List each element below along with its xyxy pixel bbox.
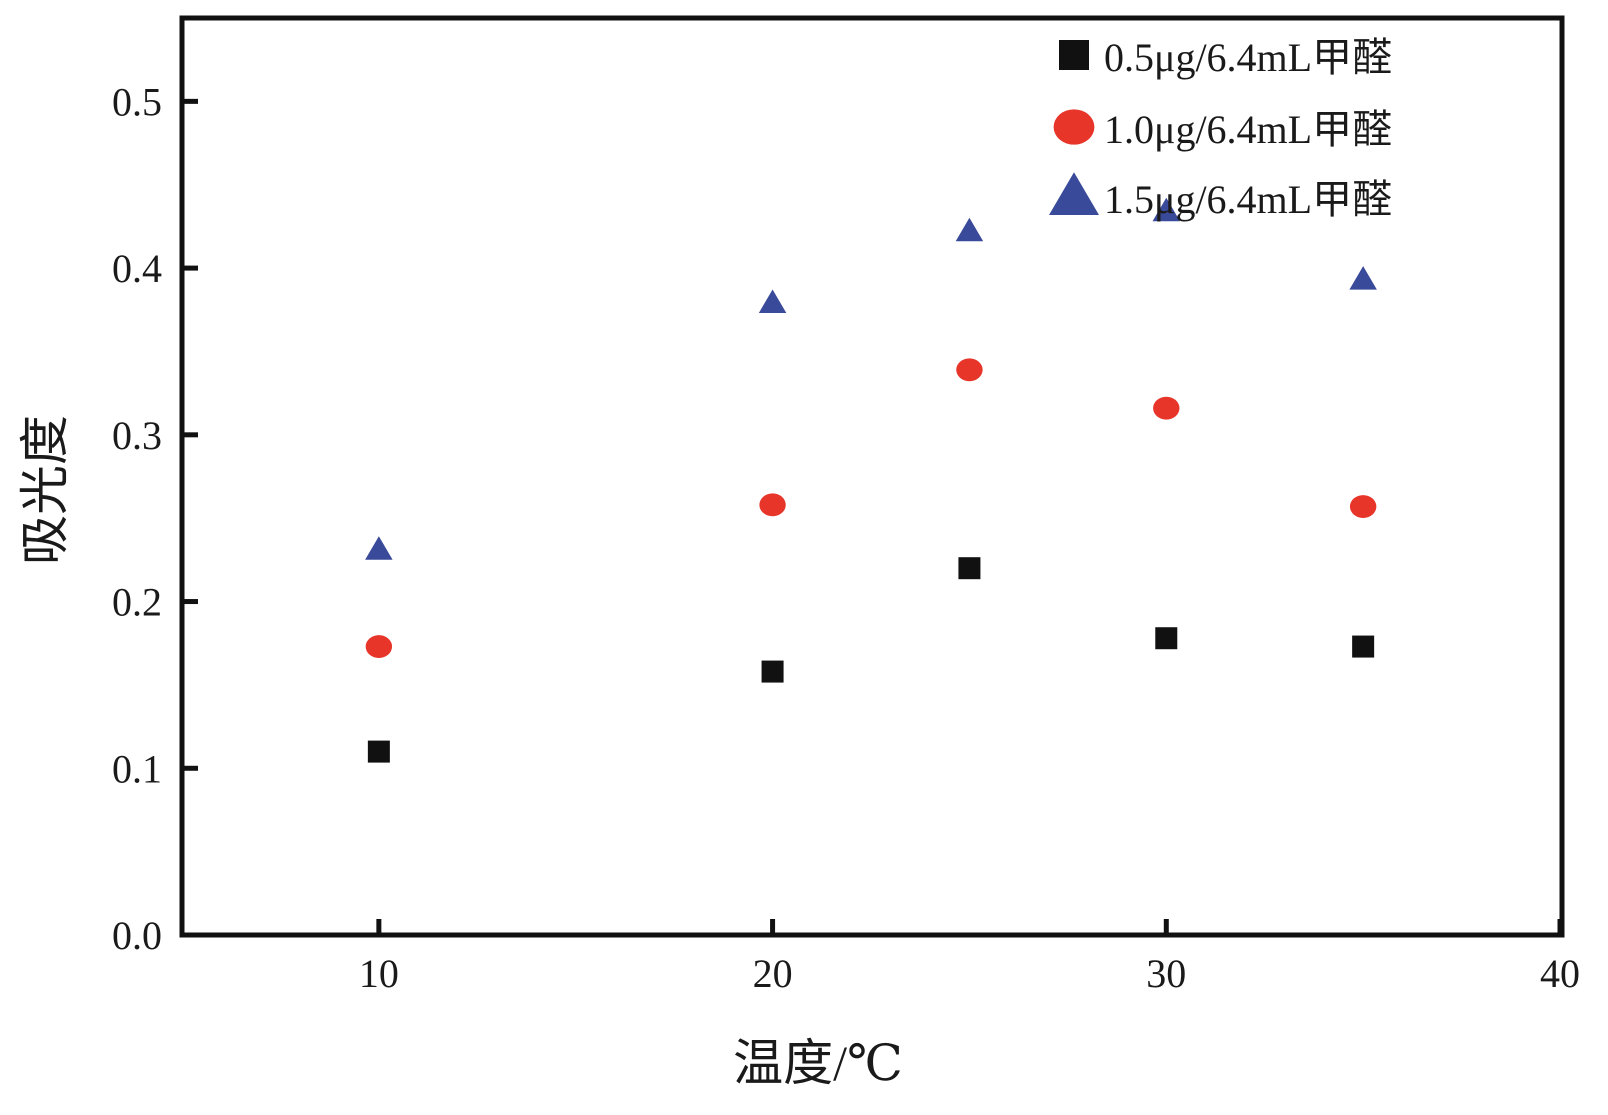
data-point-triangle — [365, 536, 393, 560]
legend-marker-square — [1059, 40, 1089, 70]
legend-label: 1.5μg/6.4mL甲醛 — [1104, 177, 1392, 222]
data-point-square — [367, 740, 390, 763]
legend-marker-circle — [1053, 109, 1095, 145]
data-point-square — [1352, 635, 1375, 658]
x-tick-label: 10 — [359, 951, 399, 996]
data-point-circle — [1153, 396, 1180, 420]
y-axis-title: 吸光度 — [17, 415, 73, 565]
y-tick-label: 0.5 — [112, 79, 162, 124]
y-tick-label: 0.2 — [112, 580, 162, 625]
data-point-triangle — [758, 289, 787, 314]
y-tick-label: 0.4 — [112, 246, 162, 291]
data-point-triangle — [1349, 266, 1377, 290]
x-tick-label: 20 — [753, 951, 793, 996]
y-tick-label: 0.0 — [112, 913, 162, 958]
x-tick-label: 40 — [1540, 951, 1580, 996]
legend-label: 1.0μg/6.4mL甲醛 — [1104, 107, 1392, 152]
data-point-circle — [1349, 495, 1377, 518]
data-point-square — [958, 557, 981, 580]
x-tick-label: 30 — [1146, 951, 1186, 996]
data-points — [365, 197, 1377, 763]
legend-marker-triangle — [1049, 172, 1099, 215]
legend-label: 0.5μg/6.4mL甲醛 — [1104, 35, 1392, 80]
data-point-triangle — [1152, 197, 1181, 222]
data-point-circle — [365, 635, 393, 659]
legend: 0.5μg/6.4mL甲醛 1.0μg/6.4mL甲醛 1.5μg/6.4mL甲醛 — [1049, 35, 1392, 222]
plot-frame — [179, 15, 1565, 938]
y-tick-label: 0.1 — [112, 746, 162, 791]
axis-ticks: 10 20 30 40 0.0 0.1 0.2 0.3 0.4 0.5 — [112, 79, 1580, 996]
data-point-square — [1155, 627, 1178, 650]
data-point-circle — [956, 358, 983, 382]
data-point-circle — [759, 493, 786, 517]
x-axis-title: 温度/℃ — [733, 1035, 903, 1091]
data-point-square — [761, 660, 784, 683]
data-point-triangle — [955, 217, 984, 242]
y-tick-label: 0.3 — [112, 413, 162, 458]
